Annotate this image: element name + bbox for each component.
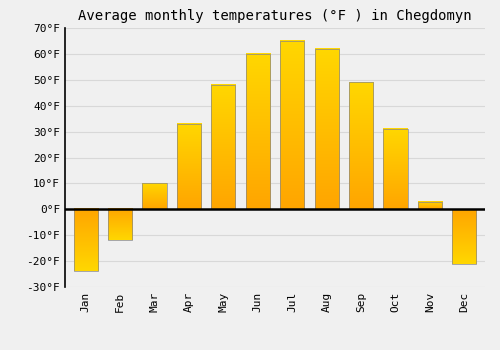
Bar: [212, 85, 236, 209]
Bar: [108, 209, 132, 240]
Bar: [384, 129, 407, 209]
Bar: [349, 82, 373, 209]
Bar: [142, 183, 167, 209]
Bar: [74, 209, 98, 272]
Title: Average monthly temperatures (°F ) in Chegdomyn: Average monthly temperatures (°F ) in Ch…: [78, 9, 472, 23]
Bar: [418, 202, 442, 209]
Bar: [246, 54, 270, 209]
Bar: [452, 209, 476, 264]
Bar: [314, 49, 338, 209]
Bar: [280, 41, 304, 209]
Bar: [177, 124, 201, 209]
